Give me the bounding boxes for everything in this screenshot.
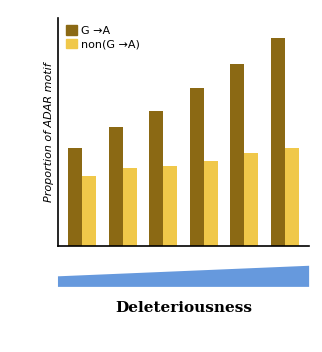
Bar [149, 111, 163, 246]
Bar [163, 166, 177, 246]
Bar [82, 176, 97, 246]
Text: high: high [275, 271, 303, 281]
Legend: G →A, non(G →A): G →A, non(G →A) [63, 23, 142, 52]
Bar [230, 64, 244, 246]
Bar [244, 153, 259, 246]
Bar [109, 127, 123, 246]
Bar [285, 147, 299, 246]
Bar [68, 147, 82, 246]
Y-axis label: Proportion of ADAR motif: Proportion of ADAR motif [44, 62, 54, 202]
Bar [204, 161, 218, 246]
Text: low: low [64, 277, 86, 287]
Text: Deleteriousness: Deleteriousness [115, 301, 252, 315]
Bar [123, 168, 137, 246]
Bar [270, 38, 285, 246]
Bar [190, 88, 204, 246]
